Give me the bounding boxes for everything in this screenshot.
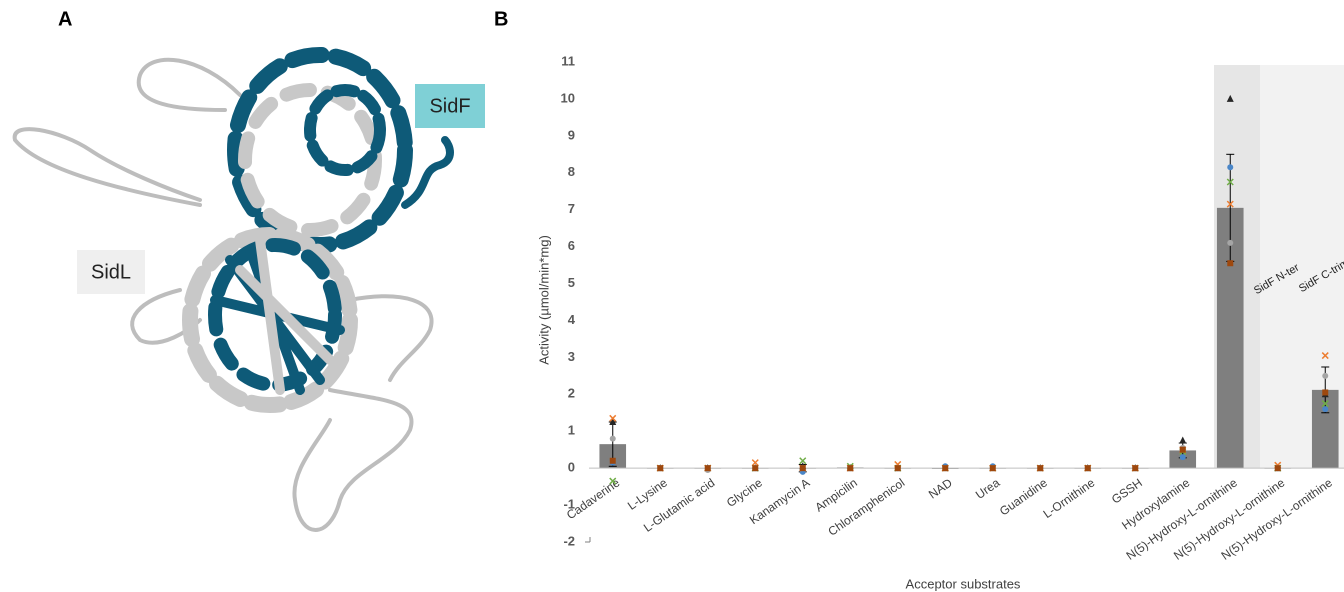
replicate-point [1180, 454, 1186, 460]
panel-label: B [494, 8, 508, 30]
x-tick-label: Urea [973, 475, 1003, 502]
y-tick-label: 3 [568, 349, 575, 364]
replicate-point [1179, 436, 1186, 443]
replicate-point [1322, 373, 1328, 379]
replicate-point [1227, 240, 1233, 246]
replicate-point [610, 458, 616, 464]
replicate-point [1227, 164, 1233, 170]
figure-canvas: A SidF SidL B Activity (µmol/min*mg) Acc… [0, 0, 1344, 592]
x-tick-label: Glycine [724, 475, 765, 510]
y-tick-label: 8 [568, 164, 575, 179]
replicate-point [800, 465, 806, 471]
replicate-point [1322, 406, 1328, 412]
x-tick-label: NAD [926, 475, 955, 501]
y-tick-label: 9 [568, 127, 575, 142]
y-tick-label: -2 [563, 533, 575, 548]
structure-label: SidL [91, 261, 131, 283]
loop [139, 60, 240, 110]
y-tick-label: 0 [568, 460, 575, 475]
replicate-point [657, 465, 663, 471]
replicate-point [1227, 260, 1233, 266]
figure: A SidF SidL B Activity (µmol/min*mg) Acc… [0, 0, 1344, 592]
replicate-point [1132, 465, 1138, 471]
loop [294, 390, 411, 530]
panel-label: A [58, 8, 72, 30]
replicate-point [1037, 465, 1043, 471]
replicate-point [1275, 465, 1281, 471]
y-axis-label: Activity (µmol/min*mg) [536, 235, 551, 365]
y-tick-label: 1 [568, 423, 575, 438]
y-tick-label: 6 [568, 238, 575, 253]
replicate-point [1322, 389, 1328, 395]
replicate-point [752, 465, 758, 471]
y-tick-label: 11 [561, 53, 575, 68]
loop [15, 129, 200, 205]
replicate-point [1085, 465, 1091, 471]
replicate-point [895, 465, 901, 471]
replicate-point [610, 436, 616, 442]
y-tick-label: 7 [568, 201, 575, 216]
structure-label: SidF [429, 95, 470, 117]
replicate-point [1180, 447, 1186, 453]
replicate-point [847, 465, 853, 471]
replicate-point [990, 465, 996, 471]
replicate-point [705, 465, 711, 471]
y-tick-label: 4 [568, 312, 576, 327]
x-axis-label: Acceptor substrates [906, 576, 1021, 591]
loop [350, 296, 432, 380]
y-tick-label: 10 [561, 90, 575, 105]
x-tick-label: L-Ornithine [1041, 475, 1098, 521]
replicate-point [942, 465, 948, 471]
y-tick-label: 5 [568, 275, 575, 290]
x-tick-label: GSSH [1109, 476, 1145, 507]
y-tick-label: 2 [568, 386, 575, 401]
